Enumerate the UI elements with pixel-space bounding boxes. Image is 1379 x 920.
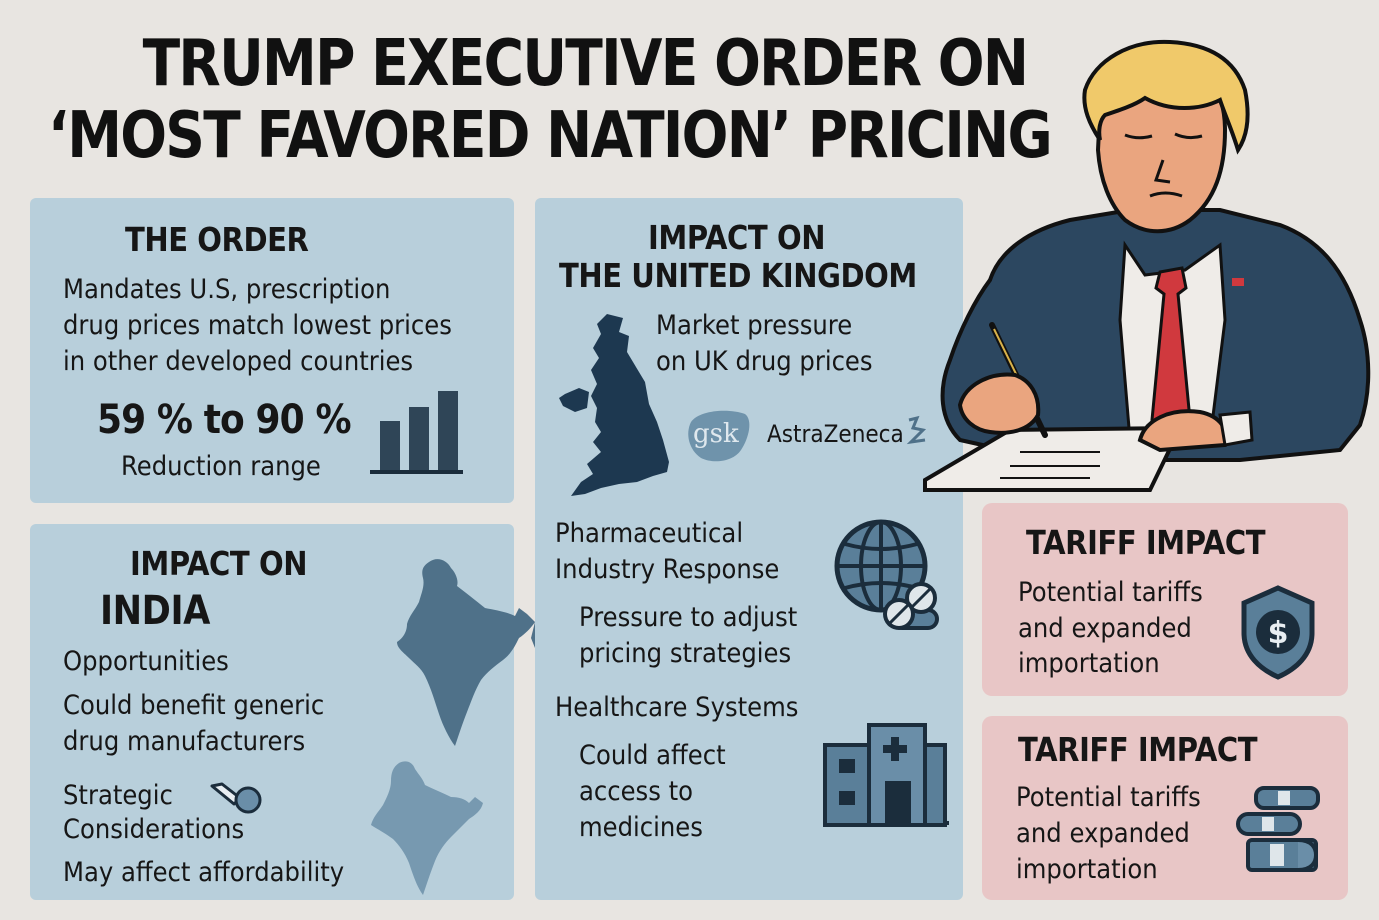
lapel-pin bbox=[1232, 278, 1244, 286]
the-order-line-3: in other developed countries bbox=[63, 346, 414, 377]
pharma-line-1: Pressure to adjust bbox=[579, 602, 798, 633]
pill-stack-icon bbox=[1236, 786, 1320, 872]
tariff-2-line-2: and expanded bbox=[1016, 818, 1190, 849]
tariff-panel-1: TARIFF IMPACT Potential tariffs and expa… bbox=[982, 503, 1348, 696]
astrazeneca-symbol-icon bbox=[906, 415, 927, 445]
india-strategic-line-2: Considerations bbox=[63, 814, 245, 845]
the-order-panel: THE ORDER Mandates U.S, prescription dru… bbox=[30, 198, 514, 503]
bar-chart-icon-bar-1 bbox=[380, 421, 400, 471]
dollar-sign: $ bbox=[1268, 616, 1289, 651]
the-order-line-1: Mandates U.S, prescription bbox=[63, 274, 391, 305]
tariff-2-line-3: importation bbox=[1016, 854, 1158, 885]
uk-heading-line-1: IMPACT ON bbox=[648, 218, 826, 257]
uk-market-line-1: Market pressure bbox=[656, 310, 853, 341]
tariff-1-heading: TARIFF IMPACT bbox=[1026, 523, 1266, 562]
the-order-heading: THE ORDER bbox=[125, 220, 309, 259]
health-heading: Healthcare Systems bbox=[555, 692, 799, 723]
the-order-line-2: drug prices match lowest prices bbox=[63, 310, 452, 341]
gsk-logo-text: gsk bbox=[693, 419, 739, 449]
bar-chart-icon bbox=[370, 391, 463, 474]
pharma-line-2: pricing strategies bbox=[579, 638, 792, 669]
tariff-1-line-3: importation bbox=[1018, 648, 1160, 679]
india-map-icon bbox=[397, 559, 550, 746]
health-line-1: Could affect bbox=[579, 740, 726, 771]
left-hand bbox=[957, 372, 1041, 435]
india-map-icon-secondary bbox=[371, 761, 483, 895]
bar-chart-icon-bar-3 bbox=[438, 391, 458, 471]
health-line-3: medicines bbox=[579, 812, 703, 843]
shield-dollar-icon: $ bbox=[1241, 585, 1315, 680]
tariff-2-line-1: Potential tariffs bbox=[1016, 782, 1201, 813]
reduction-stat: 59 % to 90 % bbox=[97, 397, 352, 443]
title-line-2: ‘MOST FAVORED NATION’ PRICING bbox=[48, 99, 1053, 173]
uk-panel: IMPACT ON THE UNITED KINGDOM Market pres… bbox=[535, 198, 963, 900]
india-heading-line-1: IMPACT ON bbox=[130, 544, 308, 583]
gsk-logo: gsk bbox=[688, 410, 750, 462]
pharma-heading-line-1: Pharmaceutical bbox=[555, 518, 744, 549]
tariff-1-line-2: and expanded bbox=[1018, 613, 1192, 644]
india-strategic-line-1: Strategic bbox=[63, 780, 173, 811]
globe-pills-icon bbox=[834, 519, 939, 630]
title-line-1: TRUMP EXECUTIVE ORDER ON bbox=[142, 27, 1029, 101]
india-opportunities-label: Opportunities bbox=[63, 646, 229, 677]
reduction-label: Reduction range bbox=[121, 451, 321, 482]
page-title: TRUMP EXECUTIVE ORDER ON ‘MOST FAVORED N… bbox=[48, 27, 1053, 173]
bar-chart-icon-bar-2 bbox=[409, 407, 429, 471]
pill-magnifier-icon bbox=[210, 782, 262, 814]
uk-heading-line-2: THE UNITED KINGDOM bbox=[559, 256, 917, 295]
signing-illustration bbox=[923, 39, 1371, 492]
india-heading-line-2: INDIA bbox=[100, 588, 210, 634]
india-affordability: May affect affordability bbox=[63, 857, 345, 888]
tariff-1-line-1: Potential tariffs bbox=[1018, 577, 1203, 608]
uk-market-line-2: on UK drug prices bbox=[656, 346, 873, 377]
health-line-2: access to bbox=[579, 776, 694, 807]
hair bbox=[1082, 39, 1250, 155]
india-opportunities-line-1: Could benefit generic bbox=[63, 690, 325, 721]
pharma-heading-line-2: Industry Response bbox=[555, 554, 780, 585]
astrazeneca-logo: AstraZeneca bbox=[767, 420, 904, 448]
document bbox=[923, 425, 1184, 492]
tariff-2-heading: TARIFF IMPACT bbox=[1018, 730, 1258, 769]
uk-map-icon bbox=[559, 314, 669, 496]
bar-chart-icon-baseline bbox=[370, 470, 463, 474]
india-panel: IMPACT ON INDIA Opportunities Could bene… bbox=[30, 524, 550, 900]
tariff-panel-2: TARIFF IMPACT Potential tariffs and expa… bbox=[982, 716, 1348, 900]
hospital-icon bbox=[823, 723, 949, 827]
india-opportunities-line-2: drug manufacturers bbox=[63, 726, 306, 757]
